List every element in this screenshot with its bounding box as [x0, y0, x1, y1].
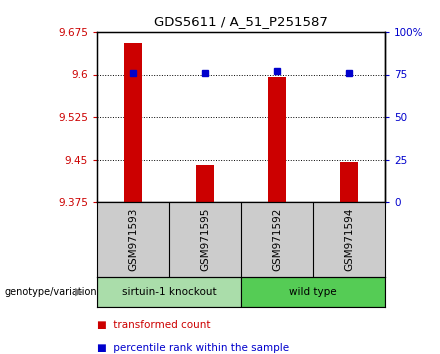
Text: genotype/variation: genotype/variation	[4, 287, 97, 297]
Bar	[196, 165, 214, 202]
Bar	[268, 77, 286, 202]
Text: GSM971594: GSM971594	[344, 208, 354, 271]
Text: wild type: wild type	[289, 287, 337, 297]
Text: GSM971593: GSM971593	[128, 208, 138, 271]
Text: ▶: ▶	[75, 287, 84, 297]
Text: sirtuin-1 knockout: sirtuin-1 knockout	[122, 287, 216, 297]
Text: GSM971595: GSM971595	[200, 208, 210, 271]
Bar	[97, 277, 241, 307]
Bar	[124, 43, 142, 202]
Text: ■  percentile rank within the sample: ■ percentile rank within the sample	[97, 343, 289, 353]
Bar	[241, 277, 385, 307]
Text: ■  transformed count: ■ transformed count	[97, 320, 210, 330]
Text: GSM971592: GSM971592	[272, 208, 282, 271]
Bar	[340, 162, 358, 202]
Title: GDS5611 / A_51_P251587: GDS5611 / A_51_P251587	[154, 15, 328, 28]
